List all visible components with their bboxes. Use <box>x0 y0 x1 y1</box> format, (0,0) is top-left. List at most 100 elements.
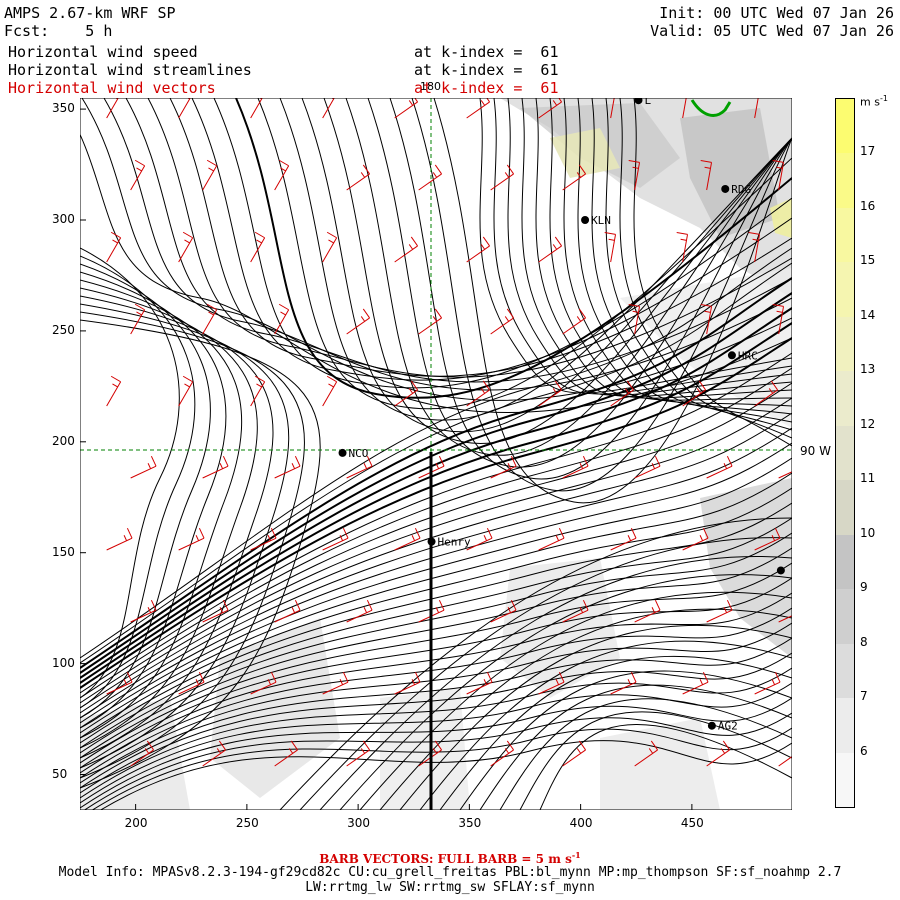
streamline <box>80 277 792 669</box>
station-dot <box>721 184 730 193</box>
streamline <box>633 98 792 447</box>
wind-barb <box>130 599 157 623</box>
wind-barb <box>274 455 301 479</box>
wind-barb <box>634 599 661 623</box>
wind-barb <box>754 671 781 695</box>
wind-barb <box>466 380 491 407</box>
streamline <box>459 670 792 810</box>
x-tick-label: 200 <box>124 816 148 830</box>
streamline <box>433 98 792 504</box>
streamline <box>279 517 792 810</box>
streamline <box>80 382 792 704</box>
streamline <box>83 712 792 810</box>
x-tick-label: 250 <box>235 816 259 830</box>
streamline <box>80 607 792 779</box>
colorbar-tick-label: 17 <box>860 144 876 159</box>
station-label: Henry <box>438 536 471 549</box>
streamline <box>80 532 792 754</box>
station-label: AG2 <box>718 720 738 733</box>
colorbar-segment <box>836 534 854 590</box>
x-tick-label: 300 <box>347 816 371 830</box>
wind-barb <box>322 671 349 695</box>
streamline <box>125 98 792 383</box>
wind-barb <box>322 527 349 551</box>
wind-barb <box>562 164 587 191</box>
forecast-value: 5 h <box>85 22 113 40</box>
streamline <box>577 98 792 415</box>
y-tick-label: 200 <box>52 433 75 448</box>
streamline <box>80 133 792 413</box>
wind-barb <box>682 380 707 407</box>
y-tick-label: 150 <box>52 544 75 559</box>
wind-barb <box>754 527 781 551</box>
field-vectors-name: Horizontal wind vectors <box>8 79 216 97</box>
parallel-label: 90 W <box>800 444 831 458</box>
wind-barb <box>106 375 122 407</box>
wind-barb <box>538 527 565 551</box>
streamline <box>80 562 792 764</box>
forecast-label: Fcst: <box>4 22 50 40</box>
wind-barb <box>634 740 659 767</box>
streamline <box>80 367 792 699</box>
station-label: NCO <box>349 447 369 460</box>
colorbar-tick-label: 14 <box>860 307 876 322</box>
colorbar-segment <box>836 480 854 535</box>
wind-barb <box>178 671 205 695</box>
wind-barb <box>610 98 615 119</box>
wind-barb <box>202 740 227 767</box>
wind-barb <box>250 527 277 551</box>
wind-barb <box>202 303 218 335</box>
streamline <box>479 684 792 810</box>
wind-barb <box>700 160 713 191</box>
streamline <box>80 247 792 659</box>
colorbar-segment <box>836 262 854 317</box>
wind-streamlines <box>80 98 792 810</box>
colorbar-segment <box>836 153 854 208</box>
streamline <box>80 622 792 784</box>
wind-barb <box>130 159 146 191</box>
streamline <box>379 608 792 810</box>
map-title: AMPS 2.67-km WRF SP <box>4 4 176 22</box>
streamline <box>419 640 792 810</box>
streamline <box>499 698 792 810</box>
y-tick-label: 50 <box>52 766 68 781</box>
station-label: RDG <box>731 183 751 196</box>
wind-barb <box>778 615 792 623</box>
colorbar-tick-label: 7 <box>860 689 868 704</box>
colorbar-tick-label: 9 <box>860 580 868 595</box>
streamline <box>213 98 792 389</box>
wind-barb <box>466 236 491 263</box>
wind-barb <box>346 455 373 479</box>
wind-barb <box>490 740 515 767</box>
wind-barb <box>130 455 157 479</box>
streamline <box>80 412 792 714</box>
colorbar-segment <box>836 207 854 263</box>
wind-barb <box>250 375 266 407</box>
streamline <box>319 556 792 810</box>
model-info-2: LW:rrtmg_lw SW:rrtmg_sw SFLAY:sf_mynn <box>305 880 595 895</box>
wind-barb <box>628 160 641 191</box>
wind-barb <box>274 599 301 623</box>
wind-barb <box>466 527 493 551</box>
streamline <box>299 537 792 810</box>
wind-barb <box>394 671 421 695</box>
wind-barb <box>562 599 589 623</box>
wind-barb <box>610 527 637 551</box>
streamline <box>169 98 792 377</box>
field-streamlines-level: at k-index = 61 <box>414 61 559 79</box>
wind-barb <box>706 740 731 767</box>
streamline <box>605 98 792 431</box>
wind-barb <box>682 98 687 119</box>
streamline <box>539 724 792 810</box>
wind-barb <box>490 455 517 479</box>
streamline <box>80 517 792 749</box>
streamline <box>80 292 792 674</box>
streamline <box>301 98 792 433</box>
wind-barb <box>610 380 635 407</box>
wind-map-plot: L RDG KLN HRC NCO Henry AG2 <box>80 98 792 810</box>
wind-barb <box>772 304 785 335</box>
streamline <box>479 98 792 394</box>
init-time: Init: 00 UTC Wed 07 Jan 26 <box>659 4 894 22</box>
wind-barb <box>178 527 205 551</box>
wind-speed-shading <box>80 98 792 810</box>
